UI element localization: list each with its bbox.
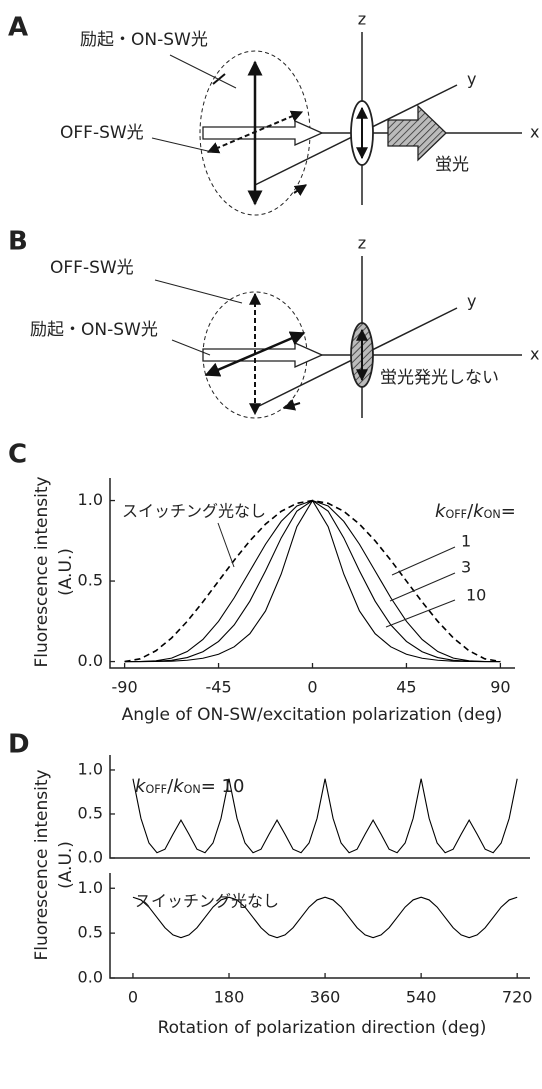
axis-name: x (530, 123, 539, 142)
ratio-part: OFF (445, 508, 467, 521)
y-axis-label: Fluorescence intensity (32, 476, 52, 667)
panel-letter: B (8, 227, 28, 257)
axis-name: z (358, 10, 366, 29)
leader-line (170, 55, 236, 88)
y-tick-label: 1.0 (78, 490, 103, 509)
annotation: スイッチング光なし (135, 892, 279, 911)
data-line (125, 501, 501, 662)
label: 励起・ON-SW光 (30, 320, 158, 340)
data-line (125, 501, 501, 662)
label: 蛍光発光しない (380, 368, 499, 388)
y-axis-label: (A.U.) (56, 841, 76, 889)
rotation-arrow (284, 403, 300, 408)
data-line (125, 501, 501, 662)
x-tick-label: 0 (128, 988, 138, 1007)
leader-line (392, 547, 455, 575)
ratio-part: OFF (145, 783, 167, 796)
y-tick-label: 0.5 (78, 571, 103, 590)
beam-arrow (203, 343, 322, 367)
x-tick-label: 45 (396, 678, 416, 697)
x-tick-label: 180 (214, 988, 245, 1007)
x-tick-label: 540 (406, 988, 437, 1007)
y-axis-label: (A.U.) (56, 548, 76, 596)
panel-b: B z y x OFF-SW光 励起・ON-SW光 蛍光発光しない (8, 227, 539, 419)
panel-letter: A (8, 13, 28, 43)
axis-name: y (467, 292, 476, 311)
panel-a: A z y x 励起・ON-SW光 OFF-SW光 蛍光 (8, 10, 539, 216)
ratio-label: kOFF/kON= (435, 501, 516, 522)
y-tick-label: 1.0 (78, 878, 103, 897)
x-tick-label: 360 (310, 988, 341, 1007)
x-tick-label: 720 (502, 988, 533, 1007)
x-axis-label: Angle of ON-SW/excitation polarization (… (122, 705, 503, 725)
leader-line (390, 573, 455, 601)
y-tick-label: 0.0 (78, 968, 103, 987)
leader-line (172, 340, 210, 355)
label: OFF-SW光 (60, 123, 144, 143)
y-tick-label: 0.0 (78, 848, 103, 867)
leader-line (152, 138, 212, 152)
y-axis-label: Fluorescence intensity (32, 769, 52, 960)
y-tick-label: 0.5 (78, 923, 103, 942)
panel-letter: C (8, 440, 27, 470)
label: 蛍光 (435, 155, 469, 175)
data-line (125, 501, 501, 662)
x-axis-label: Rotation of polarization direction (deg) (158, 1018, 487, 1038)
series-label: 10 (466, 586, 486, 605)
label: OFF-SW光 (50, 258, 134, 278)
figure: A z y x 励起・ON-SW光 OFF-SW光 蛍光 B z y x (0, 0, 542, 1089)
axis-name: z (358, 234, 366, 253)
y-tick-label: 0.0 (78, 651, 103, 670)
series-label: 1 (461, 532, 471, 551)
y-tick-label: 0.5 (78, 803, 103, 822)
leader-line (386, 600, 455, 627)
x-tick-label: -45 (205, 678, 231, 697)
axis-name: y (467, 70, 476, 89)
ratio-part: = 10 (201, 776, 245, 797)
leader-line (218, 523, 234, 567)
ratio-part: = (501, 501, 516, 522)
ratio-label: kOFF/kON= 10 (135, 776, 244, 797)
panel-letter: D (8, 730, 30, 760)
beam-arrow (203, 121, 322, 145)
axis-line (110, 873, 530, 978)
series-label: 3 (461, 558, 471, 577)
label: 励起・ON-SW光 (80, 30, 208, 50)
x-tick-label: 90 (490, 678, 510, 697)
ratio-part: ON (484, 508, 501, 521)
axis-name: x (530, 345, 539, 364)
series-label: スイッチング光なし (122, 502, 266, 521)
x-tick-label: -90 (112, 678, 138, 697)
y-tick-label: 1.0 (78, 759, 103, 778)
x-tick-label: 0 (307, 678, 317, 697)
ratio-part: ON (184, 783, 201, 796)
leader-line (155, 280, 242, 303)
